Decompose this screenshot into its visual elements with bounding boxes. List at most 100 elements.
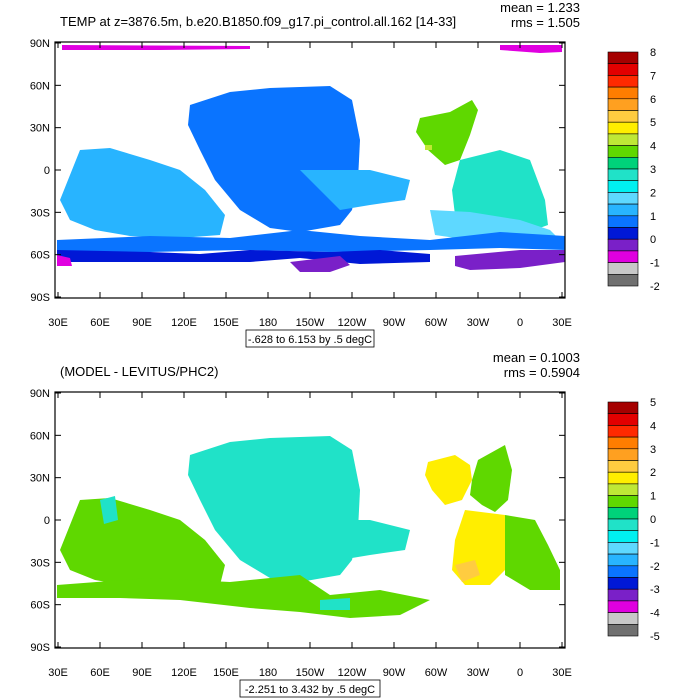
x-tick-label: 30E <box>552 317 572 329</box>
colorbar-swatch <box>607 401 639 414</box>
colorbar-swatch <box>607 262 639 275</box>
x-tick-label: 120E <box>171 317 197 329</box>
colorbar-swatch <box>607 460 639 473</box>
colorbar-swatch <box>607 273 639 287</box>
colorbar-swatch <box>607 425 639 438</box>
y-tick-label: 90N <box>30 388 50 400</box>
colorbar-swatch <box>607 180 639 193</box>
colorbar-swatch <box>607 588 639 602</box>
panel-2-region-pacific <box>188 436 360 582</box>
x-tick-label: 60E <box>90 317 110 329</box>
y-tick-label: 30S <box>30 207 50 219</box>
colorbar-label: 0 <box>650 514 656 526</box>
colorbar-swatch <box>607 192 639 205</box>
colorbar-swatch <box>607 203 639 217</box>
colorbar-swatch <box>607 623 639 637</box>
colorbar-swatch <box>607 483 639 496</box>
colorbar-swatch <box>607 553 639 567</box>
colorbar-swatch <box>607 448 639 461</box>
colorbar-swatch <box>607 121 639 135</box>
colorbar-swatch <box>607 133 639 146</box>
panel-1: TEMP at z=3876.5m, b.e20.B1850.f09_g17.p… <box>30 0 660 348</box>
x-tick-label: 60W <box>425 317 448 329</box>
colorbar-label: 4 <box>650 420 656 432</box>
x-tick-label: 180 <box>259 667 277 679</box>
colorbar-label: 5 <box>650 117 656 129</box>
panel-2-region-n-atl-east <box>470 445 512 512</box>
colorbar-swatch <box>607 250 639 263</box>
panel-2-mean: mean = 0.1003 <box>493 350 580 365</box>
x-tick-label: 90W <box>383 667 406 679</box>
colorbar-swatch <box>607 227 639 240</box>
colorbar-label: 5 <box>650 397 656 409</box>
y-tick-label: 0 <box>44 165 50 177</box>
x-tick-label: 30W <box>467 317 490 329</box>
panel-2-rms: rms = 0.5904 <box>504 365 580 380</box>
x-tick-label: 30E <box>48 317 68 329</box>
y-tick-label: 0 <box>44 515 50 527</box>
colorbar-swatch <box>607 495 639 508</box>
y-tick-label: 30S <box>30 557 50 569</box>
x-tick-label: 90E <box>132 317 152 329</box>
panel-1-region-so-upper <box>57 230 565 252</box>
colorbar-swatch <box>607 86 639 100</box>
x-tick-label: 150W <box>296 317 325 329</box>
x-tick-label: 90W <box>383 317 406 329</box>
panel-1-region-weddell <box>455 250 565 270</box>
y-tick-label: 60S <box>30 600 50 612</box>
panel-2-map <box>54 391 566 649</box>
colorbar-swatch <box>607 110 639 123</box>
colorbar-swatch <box>607 612 639 625</box>
panel-1-region-ross <box>290 256 350 272</box>
panel-1-region-antarctic-edge <box>57 255 72 266</box>
x-tick-label: 60W <box>425 667 448 679</box>
colorbar-swatch <box>607 565 639 578</box>
colorbar-swatch <box>607 530 639 543</box>
colorbar-swatch <box>607 157 639 170</box>
panel-1-region-indian <box>60 148 225 238</box>
x-tick-label: 30E <box>552 667 572 679</box>
colorbar-swatch <box>607 238 639 252</box>
colorbar-swatch <box>607 168 639 181</box>
colorbar-swatch <box>607 518 639 531</box>
colorbar-label: 7 <box>650 70 656 82</box>
panel-2-x-axis: 30E 60E 90E 120E 150E 180 150W 120W 90W 60W 30W 0 30… <box>48 392 572 679</box>
x-tick-label: 120W <box>338 317 367 329</box>
panel-1-region-n-atl-small <box>425 145 432 150</box>
panel-2-region-eq-pacific <box>300 520 410 560</box>
x-tick-label: 150W <box>296 667 325 679</box>
colorbar-label: 2 <box>650 467 656 479</box>
x-tick-label: 90E <box>132 667 152 679</box>
colorbar-label: -1 <box>650 537 660 549</box>
colorbar-swatch <box>607 63 639 76</box>
x-tick-label: 150E <box>213 667 239 679</box>
panel-1-region-pacific <box>188 86 360 232</box>
x-tick-label: 0 <box>517 317 523 329</box>
panel-2-region-indian <box>60 498 225 588</box>
panel-1-x-axis: 30E 60E 90E 120E 150E 180 150W 120W 90W 60W 30W 0 30… <box>48 42 572 329</box>
colorbar-label: 3 <box>650 164 656 176</box>
colorbar-swatch <box>607 600 639 613</box>
colorbar-label: 0 <box>650 234 656 246</box>
colorbar-label: 8 <box>650 47 656 59</box>
panel-1-region-so-deep <box>57 250 430 264</box>
y-tick-label: 30N <box>30 473 50 485</box>
panel-2-title: (MODEL - LEVITUS/PHC2) <box>60 364 218 379</box>
panel-2-region-indian-n <box>100 496 118 524</box>
colorbar-swatch <box>607 471 639 485</box>
panel-1-map <box>54 41 566 299</box>
x-tick-label: 120W <box>338 667 367 679</box>
colorbar-swatch <box>607 436 639 450</box>
x-tick-label: 180 <box>259 317 277 329</box>
colorbar-label: -4 <box>650 608 660 620</box>
x-tick-label: 30E <box>48 667 68 679</box>
panel-1-region-arctic-e <box>500 45 562 53</box>
colorbar-label: -2 <box>650 561 660 573</box>
colorbar-swatch <box>607 215 639 228</box>
colorbar-swatch <box>607 506 639 520</box>
colorbar-swatch <box>607 542 639 555</box>
x-tick-label: 0 <box>517 667 523 679</box>
y-tick-label: 30N <box>30 123 50 135</box>
colorbar-swatch <box>607 413 639 426</box>
panel-2-region-atl-orange <box>455 560 480 582</box>
